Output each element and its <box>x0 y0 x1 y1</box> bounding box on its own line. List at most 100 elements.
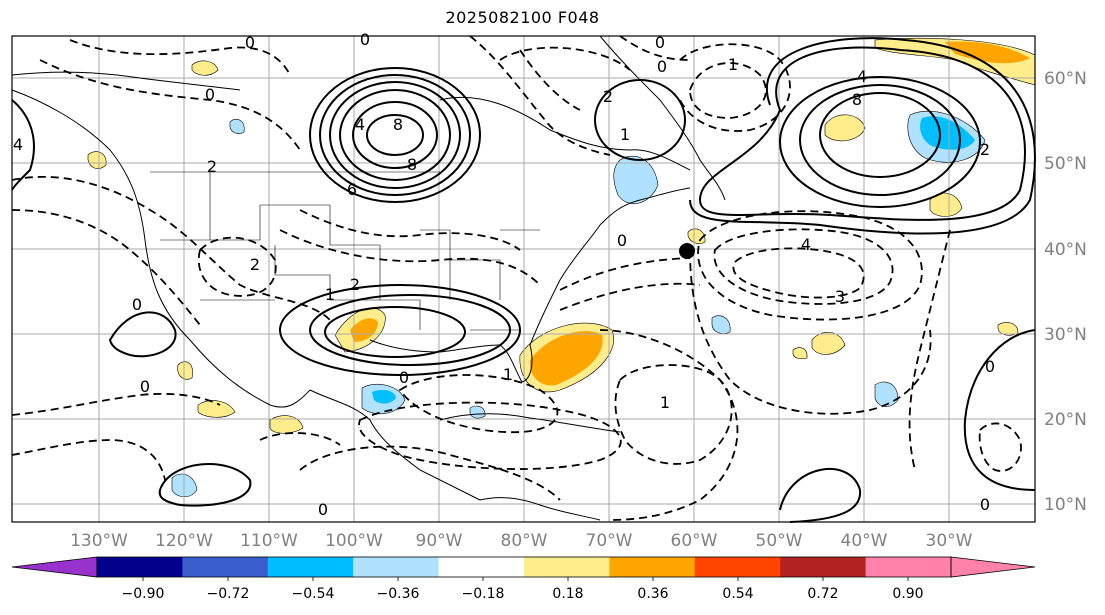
longitude-label: 110°W <box>240 531 298 551</box>
colorbar-segment <box>524 557 610 577</box>
shade-natl-positive-3 <box>811 332 846 355</box>
shade-carib-negative-core <box>372 390 396 404</box>
colorbar-tick-label: 0.18 <box>552 586 583 602</box>
contour-label: 8 <box>407 155 417 174</box>
shade-nea-core <box>945 41 1030 64</box>
contour-high-hudson-2 <box>329 81 461 189</box>
contour-high-hudson-3 <box>319 74 471 196</box>
shade-atl-negative-1 <box>874 381 899 407</box>
contour-label: 4 <box>355 115 365 134</box>
contour-pac-solid <box>108 311 177 358</box>
colorbar-tick-label: 0.36 <box>637 586 668 602</box>
contour-label: 1 <box>728 55 738 74</box>
contour-label: 0 <box>985 357 995 376</box>
contour-east-edge <box>963 329 1036 491</box>
colorbar-segment <box>438 557 525 577</box>
colorbar-tick-label: 0.54 <box>722 586 753 602</box>
contour-high-natl-3 <box>779 76 981 208</box>
contour-gulf-2 <box>279 284 521 376</box>
contour-high-natl-outer <box>698 46 1026 221</box>
latitude-label: 20°N <box>1044 410 1087 430</box>
colorbar-segment <box>97 557 183 577</box>
colorbar-segment <box>694 557 781 577</box>
latitude-label: 50°N <box>1044 154 1087 174</box>
colorbar-tick-label: −0.18 <box>462 586 505 602</box>
contour-label: 0 <box>360 30 370 49</box>
contour-label: 0 <box>980 495 990 514</box>
contour-label: 3 <box>835 287 845 306</box>
colorbar-tick-label: −0.90 <box>122 586 165 602</box>
contour-label: 0 <box>399 368 409 387</box>
longitude-label: 90°W <box>416 531 463 551</box>
contour-gulf-3 <box>324 306 466 358</box>
contour-label: 0 <box>655 33 665 52</box>
colorbar-tick-label: −0.54 <box>292 586 335 602</box>
shade-nw-negative <box>229 119 245 134</box>
shade-natl-positive-1 <box>824 114 866 142</box>
contour-label: 2 <box>350 275 360 294</box>
contour-label: 0 <box>205 85 215 104</box>
contour-label: 1 <box>660 393 670 412</box>
contour-label: 6 <box>347 180 357 199</box>
shade-gulf-positive-core <box>529 331 603 386</box>
shade-nw-positive <box>191 60 219 76</box>
colorbar <box>11 556 1036 578</box>
shade-carib-positive <box>792 347 808 360</box>
latitude-labels: 60°N 50°N 40°N 30°N 20°N 10°N <box>1044 69 1087 515</box>
contour-label: 1 <box>325 285 335 304</box>
longitude-label: 40°W <box>841 531 888 551</box>
storm-center-marker <box>679 243 695 259</box>
contour-label: 8 <box>852 90 862 109</box>
shade-atl-negative-2 <box>711 315 731 334</box>
contour-lines <box>11 35 1036 523</box>
contour-label: 2 <box>603 87 613 106</box>
contour-atl-south <box>779 467 862 523</box>
contour-high-hudson-6 <box>366 114 424 156</box>
colorbar-tick-label: −0.36 <box>377 586 420 602</box>
shade-texas-core <box>350 318 378 342</box>
shade-east-positive <box>997 322 1019 336</box>
map-frame <box>11 35 1036 523</box>
contour-label: 2 <box>250 255 260 274</box>
contour-label: 0 <box>140 377 150 396</box>
political-borders <box>150 171 540 331</box>
latitude-label: 60°N <box>1044 69 1087 89</box>
colorbar-segment <box>267 557 354 577</box>
contour-west-edge <box>11 99 35 191</box>
colorbar-extend-low <box>11 556 98 578</box>
contour-label: 4 <box>857 67 867 86</box>
contour-label: 4 <box>801 235 811 254</box>
contour-natl-outer-2 <box>689 37 1036 235</box>
shade-natl-negative-core <box>920 116 975 150</box>
contour-label: 1 <box>503 365 513 384</box>
contour-label: 1 <box>620 125 630 144</box>
contour-pac-south <box>158 463 252 507</box>
longitude-label: 70°W <box>586 531 633 551</box>
shade-canada-negative <box>613 155 659 204</box>
contour-gulf-1 <box>309 294 511 366</box>
longitude-label: 30°W <box>926 531 973 551</box>
longitude-label: 100°W <box>325 531 383 551</box>
contour-high-natl-2 <box>799 84 961 196</box>
contour-label: 2 <box>207 157 217 176</box>
colorbar-extend-high <box>950 556 1036 578</box>
longitude-label: 50°W <box>756 531 803 551</box>
colorbar-tick-labels: −0.90 −0.72 −0.54 −0.36 −0.18 0.18 0.36 0.54 0.7… <box>122 577 924 602</box>
contour-high-hudson-4 <box>309 67 481 203</box>
latitude-label: 30°N <box>1044 325 1087 345</box>
contour-label: 0 <box>657 57 667 76</box>
contour-label: 0 <box>132 295 142 314</box>
longitude-label: 80°W <box>501 531 548 551</box>
colorbar-segment <box>353 557 440 577</box>
colorbar-segment <box>182 557 269 577</box>
contour-label: 0 <box>318 500 328 519</box>
colorbar-tick-label: −0.72 <box>207 586 250 602</box>
contour-high-hudson-1 <box>339 89 451 181</box>
colorbar-tick-label: 0.90 <box>892 586 923 602</box>
longitude-label: 60°W <box>671 531 718 551</box>
colorbar-tick-label: 0.72 <box>807 586 838 602</box>
longitude-labels: 130°W 120°W 110°W 100°W 90°W 80°W 70°W 60°W 50°W… <box>70 531 973 551</box>
colorbar-segment <box>780 557 867 577</box>
